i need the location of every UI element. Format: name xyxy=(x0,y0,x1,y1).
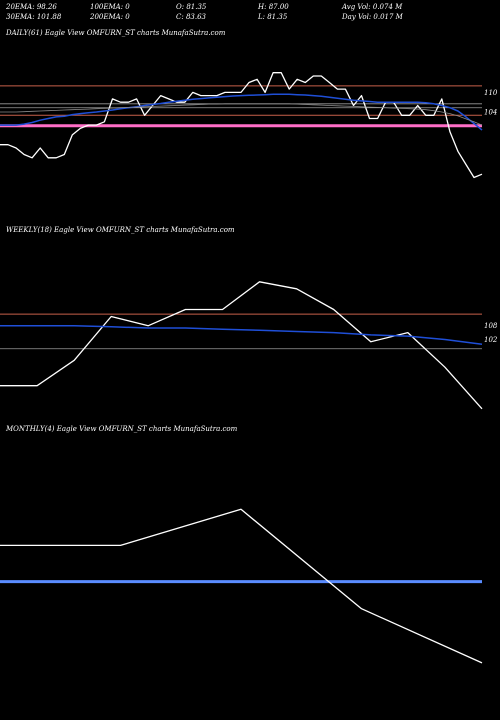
weekly-chart: 108 102 xyxy=(0,281,498,410)
header-ema30: 30EMA: 101.88 xyxy=(6,13,62,21)
series-price xyxy=(0,281,483,410)
header-avg-vol: Avg Vol: 0.074 M xyxy=(342,3,403,11)
daily-panel-title: DAILY(61) Eagle View OMFURN_ST charts Mu… xyxy=(6,29,226,37)
series-price xyxy=(0,72,483,179)
y-tick-label: 110 xyxy=(484,89,498,97)
monthly-panel-title: MONTHLY(4) Eagle View OMFURN_ST charts M… xyxy=(6,425,238,433)
series-ema_blue xyxy=(0,93,483,131)
header-open: O: 81.35 xyxy=(176,3,207,11)
series-ema_blue xyxy=(0,324,483,345)
y-tick-label: 108 xyxy=(484,322,498,330)
header-low: L: 81.35 xyxy=(258,13,288,21)
y-tick-label: 104 xyxy=(484,109,497,117)
weekly-panel-title: WEEKLY(18) Eagle View OMFURN_ST charts M… xyxy=(6,226,235,234)
daily-chart: 110 104 xyxy=(0,72,498,179)
header-ema100: 100EMA: 0 xyxy=(90,3,130,11)
series-price xyxy=(0,508,483,664)
header-ema20: 20EMA: 98.26 xyxy=(6,3,57,11)
monthly-chart xyxy=(0,508,483,664)
header-ema200: 200EMA: 0 xyxy=(90,13,130,21)
y-tick-label: 102 xyxy=(484,336,498,344)
series-ema_dark xyxy=(0,103,483,126)
header-close: C: 83.63 xyxy=(176,13,206,21)
header-high: H: 87.00 xyxy=(258,3,289,11)
header-day-vol: Day Vol: 0.017 M xyxy=(342,13,403,21)
